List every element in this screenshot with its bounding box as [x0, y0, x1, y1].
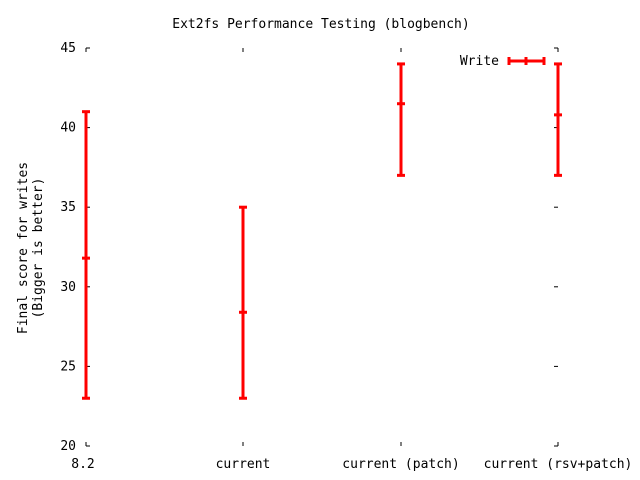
y-axis-label-line1: Final score for writes [16, 162, 31, 334]
y-tick-label: 25 [60, 359, 76, 374]
error-bar [554, 62, 562, 177]
legend-label: Write [460, 54, 499, 69]
legend: Write [460, 54, 546, 69]
x-tick-label: current (rsv+patch) [484, 457, 633, 472]
axes: 20 25 30 35 40 45 8.2 current current (patch) cur… [60, 41, 632, 472]
y-tick-label: 40 [60, 121, 76, 136]
y-axis-label: Final score for writes (Bigger is better… [16, 162, 46, 334]
chart-title: Ext2fs Performance Testing (blogbench) [172, 17, 469, 32]
y-axis-label-line2: (Bigger is better) [31, 178, 46, 319]
error-bar [239, 205, 247, 400]
y-tick-label: 45 [60, 41, 76, 56]
x-tick-label: current [216, 457, 271, 472]
error-bar [82, 110, 90, 400]
y-tick-label: 30 [60, 280, 76, 295]
y-tick-label: 35 [60, 200, 76, 215]
x-tick-label: 8.2 [71, 457, 94, 472]
y-tick-label: 20 [60, 439, 76, 454]
x-tick-label: current (patch) [342, 457, 459, 472]
plot-marks [82, 62, 562, 400]
error-bar [397, 62, 405, 177]
